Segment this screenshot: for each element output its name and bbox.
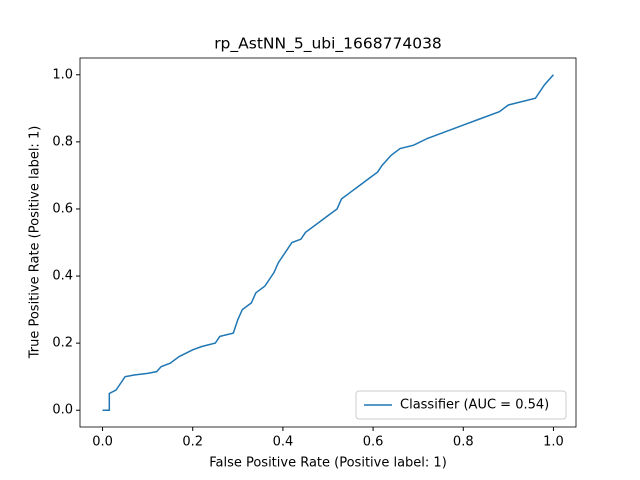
y-tick-label: 0.0 [52,403,73,418]
y-tick-label: 1.0 [52,67,73,82]
y-tick-label: 0.2 [52,336,73,351]
y-tick-label: 0.4 [52,269,73,284]
x-tick-label: 0.4 [273,435,294,450]
chart-title: rp_AstNN_5_ubi_1668774038 [214,35,442,54]
y-tick-label: 0.6 [52,201,73,216]
x-tick-label: 0.2 [182,435,203,450]
x-tick-label: 1.0 [543,435,564,450]
x-tick-label: 0.6 [363,435,384,450]
x-tick-label: 0.8 [453,435,474,450]
roc-curve [102,74,555,411]
y-tick-label: 0.8 [52,134,73,149]
x-tick-label: 0.0 [92,435,113,450]
legend-label: Classifier (AUC = 0.54) [400,398,549,413]
y-axis-label: True Positive Rate (Positive label: 1) [28,126,43,360]
plot-frame [79,57,577,428]
x-axis-label: False Positive Rate (Positive label: 1) [209,456,447,471]
legend-box [355,390,567,420]
